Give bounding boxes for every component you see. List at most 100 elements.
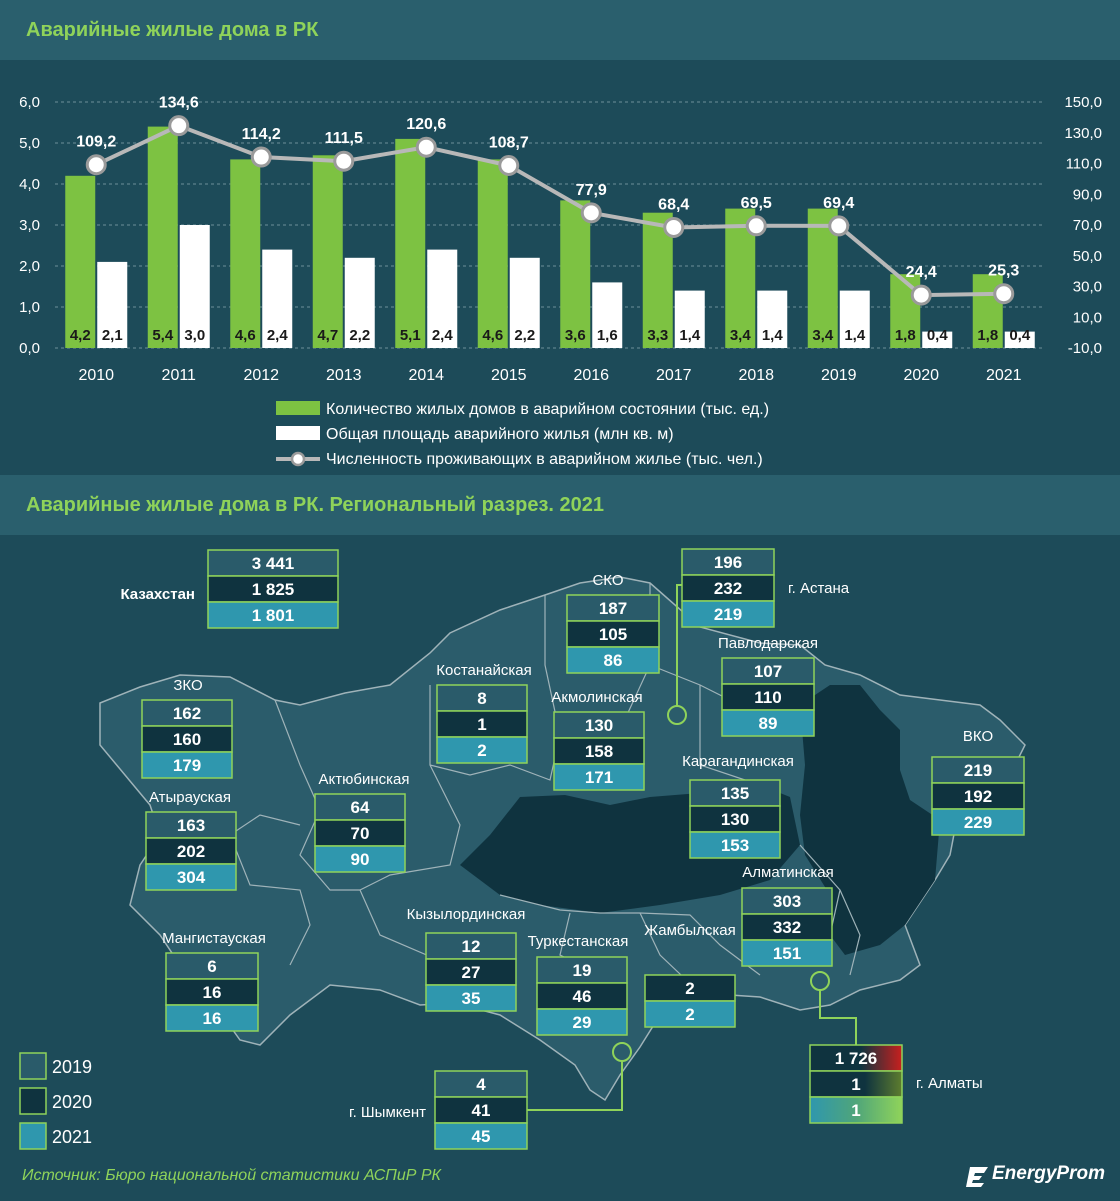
line-point-label: 120,6: [406, 116, 446, 133]
region-value-2020: 1: [851, 1075, 860, 1094]
region-value-2021: 45: [472, 1127, 491, 1146]
region-value-cell: [644, 1000, 736, 1028]
bar-area-label: 1,4: [679, 327, 701, 344]
region-value-2021: 219: [714, 605, 742, 624]
region-value-2020: 46: [573, 987, 592, 1006]
line-point: [828, 215, 850, 237]
region-value-cell: [741, 913, 833, 941]
bar-houses-label: 4,2: [70, 327, 91, 344]
region-value-2019: 1 726: [835, 1049, 878, 1068]
region-value-cell: [721, 683, 815, 711]
map-legend: 2019 2020 2021: [19, 1052, 92, 1150]
region-value-2021: 35: [462, 989, 481, 1008]
bar-houses: [230, 159, 261, 348]
bar-houses-label: 5,1: [400, 327, 421, 344]
region-name-label: Жамбылская: [644, 922, 736, 939]
region-value-cell: [207, 601, 339, 629]
region-name-label: Алматинская: [742, 864, 833, 881]
legend-label-2019: 2019: [52, 1057, 92, 1077]
y-right-tick-label: 70,0: [1073, 217, 1102, 234]
x-tick-label: 2020: [903, 367, 939, 384]
bar-area: [592, 282, 623, 348]
region-box: 2 2 Жамбылская: [644, 922, 736, 1028]
region-name-label: Актюбинская: [319, 771, 410, 788]
region-value-2020: 202: [177, 842, 205, 861]
region-value-cell: [553, 711, 645, 739]
region-value-2020: 158: [585, 742, 613, 761]
region-value-cell: [566, 646, 660, 674]
region-box: 19 46 29 Туркестанская: [528, 933, 629, 1036]
region-name-label: г. Шымкент: [349, 1104, 426, 1121]
region-value-2019: 163: [177, 816, 205, 835]
region-value-2019: 135: [721, 784, 749, 803]
region-value-cell: [681, 600, 775, 628]
y-left-tick-label: 0,0: [19, 340, 40, 357]
bar-area: [757, 290, 788, 348]
bar-area: [674, 290, 705, 348]
region-value-cell: [689, 805, 781, 833]
energyprom-logo-icon: [966, 1167, 988, 1187]
region-value-cell: [931, 756, 1025, 784]
region-value-2019: 19: [573, 961, 592, 980]
region-box: 64 70 90 Актюбинская: [314, 771, 410, 873]
region-value-cell: [207, 549, 339, 577]
region-value-cell: [809, 1070, 903, 1098]
y-left-tick-label: 3,0: [19, 217, 40, 234]
bar-area-label: 2,4: [267, 327, 289, 344]
region-value-cell: [553, 763, 645, 791]
region-value-2021: 89: [759, 714, 778, 733]
bar-houses-label: 5,4: [152, 327, 174, 344]
line-point: [993, 283, 1015, 305]
region-value-2019: 303: [773, 892, 801, 911]
legend-label-area: Общая площадь аварийного жилья (млн кв. …: [326, 426, 674, 443]
region-value-cell: [809, 1096, 903, 1124]
y-right-tick-label: 90,0: [1073, 186, 1102, 203]
chart-header-band: [0, 0, 1120, 60]
region-value-2021: 153: [721, 836, 749, 855]
region-value-2021: 16: [203, 1009, 222, 1028]
line-point: [910, 284, 932, 306]
region-name-label: Туркестанская: [528, 933, 629, 950]
region-box: 6 16 16 Мангистауская: [162, 930, 266, 1032]
region-value-2020: 27: [462, 963, 481, 982]
region-value-2019: 8: [477, 689, 486, 708]
bar-houses: [560, 200, 591, 348]
region-name-label: Акмолинская: [551, 689, 642, 706]
region-value-2021: 2: [477, 741, 486, 760]
region-box: 12 27 35 Кызылординская: [407, 906, 526, 1012]
line-point-label: 69,4: [823, 195, 854, 212]
region-box: 1 726 1 1 г. Алматы: [809, 1044, 983, 1124]
region-value-2021: 86: [604, 651, 623, 670]
region-name-label: Кызылординская: [407, 906, 526, 923]
bar-area-label: 0,4: [1009, 327, 1031, 344]
line-point-label: 24,4: [906, 264, 937, 281]
region-value-cell: [141, 751, 233, 779]
bar-area: [922, 331, 953, 348]
region-value-cell: [425, 984, 517, 1012]
legend-marker-residents: [290, 451, 306, 467]
y-left-tick-label: 5,0: [19, 135, 40, 152]
bar-houses-label: 1,8: [895, 327, 916, 344]
x-tick-label: 2019: [821, 367, 857, 384]
region-value-2021: 29: [573, 1013, 592, 1032]
line-point: [250, 146, 272, 168]
bar-houses: [147, 126, 178, 348]
bar-houses: [395, 138, 426, 348]
bar-houses-label: 4,6: [235, 327, 256, 344]
region-value-cell: [681, 548, 775, 576]
region-value-cell: [165, 978, 259, 1006]
region-name-label: СКО: [592, 572, 623, 589]
x-tick-label: 2012: [243, 367, 279, 384]
region-name-label: Карагандинская: [682, 753, 794, 770]
region-name-label: ЗКО: [173, 677, 202, 694]
bar-area: [427, 249, 458, 348]
region-value-cell: [425, 932, 517, 960]
line-point: [745, 215, 767, 237]
bar-area-label: 2,4: [432, 327, 454, 344]
region-value-cell: [314, 793, 406, 821]
bar-area: [262, 249, 293, 348]
x-tick-label: 2010: [78, 367, 114, 384]
bar-area-label: 2,2: [349, 327, 370, 344]
x-tick-label: 2013: [326, 367, 362, 384]
